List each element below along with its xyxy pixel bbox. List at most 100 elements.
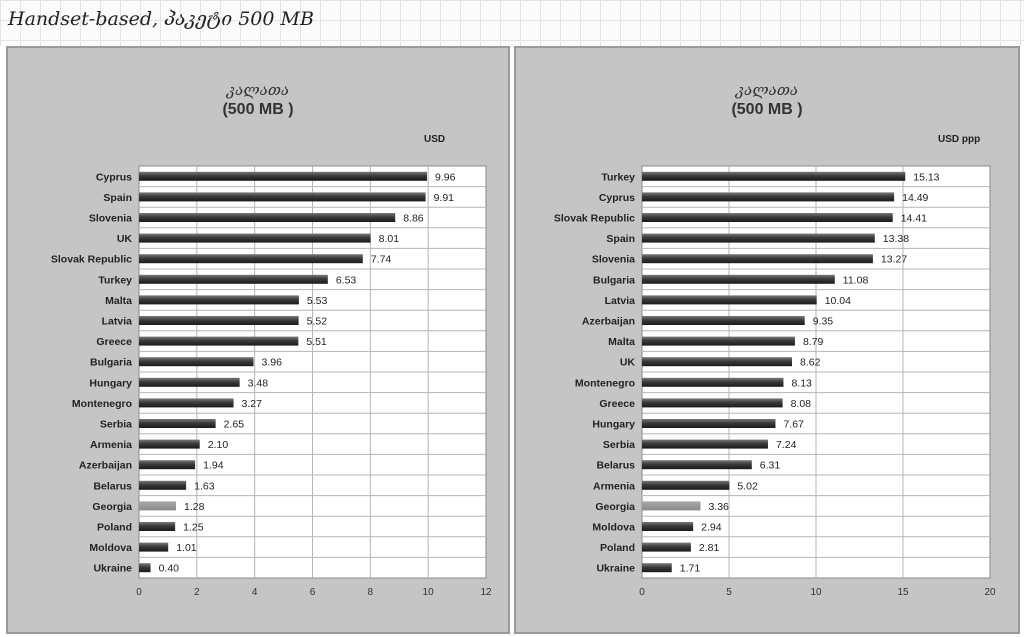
category-label: Bulgaria [90, 357, 132, 369]
value-label: 7.24 [776, 439, 797, 451]
bar [642, 460, 752, 470]
category-label: Armenia [90, 439, 132, 451]
bar [139, 377, 240, 387]
value-label: 3.96 [262, 357, 283, 369]
category-label: UK [117, 233, 133, 245]
chart-title-line1: კალათა [735, 81, 799, 99]
category-label: Hungary [89, 377, 132, 389]
value-label: 9.35 [813, 316, 834, 328]
category-label: Serbia [100, 419, 132, 431]
chart-title-line2: (500 MB ) [222, 101, 294, 118]
value-label: 8.62 [800, 357, 821, 369]
value-label: 14.41 [901, 213, 927, 225]
category-label: Latvia [102, 316, 133, 328]
chart-panel-usd-ppp: კალათა (500 MB ) USD ppp 0 5 10 15 20 Turkey 1… [514, 46, 1020, 634]
bar [642, 357, 792, 367]
x-tick-label: 20 [984, 587, 996, 598]
bar [642, 274, 835, 284]
value-label: 3.36 [708, 501, 729, 513]
value-label: 9.91 [434, 192, 455, 204]
x-tick-label: 0 [639, 587, 645, 598]
category-label: Belarus [93, 480, 132, 492]
value-label: 13.27 [881, 254, 907, 266]
chart-title-line1: კალათა [226, 81, 290, 99]
x-tick-label: 6 [310, 587, 316, 598]
category-label: Serbia [603, 439, 635, 451]
x-tick-label: 2 [194, 587, 200, 598]
bar [642, 563, 672, 573]
category-label: Latvia [605, 295, 636, 307]
category-label: Bulgaria [593, 274, 635, 286]
bar [139, 171, 428, 181]
value-label: 13.38 [883, 233, 909, 245]
value-label: 7.67 [783, 419, 804, 431]
bar [642, 254, 873, 264]
value-label: 3.27 [242, 398, 263, 410]
category-label: Belarus [596, 460, 635, 472]
category-label: Moldova [89, 542, 132, 554]
value-label: 0.40 [159, 563, 180, 575]
value-label: 5.52 [307, 316, 328, 328]
bar [139, 501, 177, 511]
category-label: Poland [600, 542, 635, 554]
category-label: Slovak Republic [51, 254, 132, 266]
value-label: 5.02 [737, 480, 758, 492]
x-tick-label: 12 [480, 587, 492, 598]
bar [139, 254, 363, 264]
bar [139, 316, 299, 325]
x-tick-label: 10 [423, 587, 435, 598]
category-label: Georgia [92, 501, 132, 513]
value-label: 8.86 [403, 213, 424, 225]
bar [642, 377, 784, 387]
value-label: 1.63 [194, 480, 215, 492]
bar [642, 336, 795, 346]
category-label: Cyprus [96, 171, 132, 183]
bar [642, 439, 768, 449]
category-label: Montenegro [72, 398, 132, 410]
value-label: 11.08 [843, 274, 869, 286]
value-label: 15.13 [913, 171, 939, 183]
category-label: Ukraine [93, 563, 132, 575]
value-label: 3.48 [248, 377, 269, 389]
x-tick-label: 15 [897, 587, 909, 598]
bar [139, 274, 328, 284]
value-label: 1.28 [184, 501, 205, 513]
value-label: 7.74 [371, 254, 392, 266]
category-label: Georgia [595, 501, 635, 513]
x-tick-label: 0 [136, 587, 142, 598]
category-label: Slovak Republic [554, 213, 635, 225]
bar [139, 336, 299, 346]
bar [642, 213, 893, 222]
bar-chart-usd: 0 2 4 6 8 10 12 Cyprus 9.96 Spain 9.91 Slovenia 8.86… [51, 165, 492, 598]
category-label: Greece [599, 398, 635, 410]
bar [642, 501, 701, 511]
bar [139, 398, 234, 408]
category-label: Montenegro [575, 377, 635, 389]
chart-unit-label: USD ppp [938, 134, 981, 145]
value-label: 9.96 [435, 171, 456, 183]
value-label: 1.01 [176, 542, 197, 554]
value-label: 5.53 [307, 295, 328, 307]
category-label: Azerbaijan [582, 316, 635, 328]
value-label: 2.10 [208, 439, 229, 451]
category-label: Malta [608, 336, 635, 348]
bar [139, 295, 299, 305]
x-tick-label: 5 [726, 587, 732, 598]
x-tick-label: 8 [368, 587, 374, 598]
value-label: 14.49 [902, 192, 928, 204]
value-label: 1.94 [203, 460, 224, 472]
category-label: Spain [606, 233, 635, 245]
category-label: Cyprus [599, 192, 635, 204]
value-label: 6.53 [336, 274, 357, 286]
category-label: UK [620, 357, 636, 369]
bar [139, 233, 371, 243]
bar [642, 398, 783, 408]
header-grid-background [0, 0, 1024, 46]
category-label: Greece [96, 336, 132, 348]
category-label: Azerbaijan [79, 460, 132, 472]
category-label: Armenia [593, 480, 635, 492]
chart-title-line2: (500 MB ) [731, 101, 803, 118]
bar [139, 460, 196, 470]
category-label: Slovenia [592, 254, 635, 266]
value-label: 5.51 [306, 336, 327, 348]
